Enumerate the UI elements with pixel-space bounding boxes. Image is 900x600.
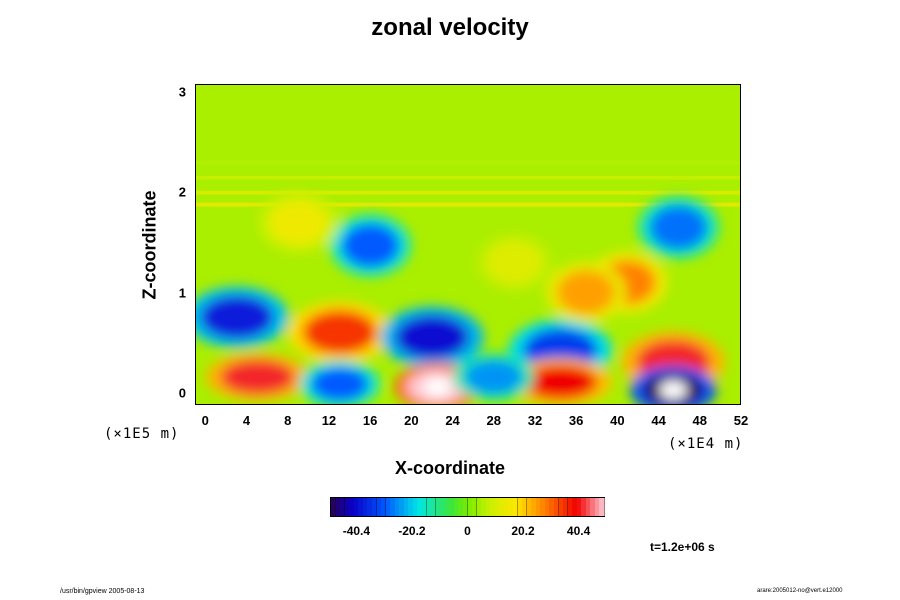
x-tick-label: 48	[692, 413, 708, 428]
field-streak	[196, 160, 740, 165]
y-tick-label: 2	[178, 184, 186, 200]
field-feature-saturated	[423, 377, 452, 397]
plot-area	[195, 84, 741, 405]
field-feature	[269, 200, 328, 245]
field-feature-saturated	[659, 380, 688, 400]
y-tick-label: 1	[178, 285, 186, 301]
field-feature	[220, 360, 295, 395]
field-feature	[649, 205, 708, 250]
y-tick-label: 0	[178, 385, 186, 401]
field-streak	[196, 190, 740, 195]
heatmap-field	[196, 85, 740, 404]
field-feature	[557, 270, 615, 315]
x-tick-label: 12	[321, 413, 337, 428]
y-axis-label: Z-coordinate	[139, 190, 160, 300]
x-tick-label: 28	[486, 413, 501, 428]
field-streak	[196, 175, 740, 180]
field-streak	[196, 145, 740, 150]
x-tick-label: 40	[610, 413, 625, 428]
x-tick-label: 44	[651, 413, 666, 428]
field-streak	[196, 202, 740, 207]
field-feature	[341, 223, 400, 268]
x-axis-label: X-coordinate	[394, 458, 505, 478]
x-tick-label: 52	[733, 413, 749, 428]
colorbar-tick-label: 20.2	[511, 524, 535, 538]
field-feature	[464, 360, 523, 395]
y-axis-unit: (×1E5 m)	[104, 426, 180, 442]
colorbar-tick-label: 0	[464, 524, 471, 538]
x-tick-label: 36	[568, 413, 584, 428]
x-tick-label: 4	[242, 413, 251, 428]
x-tick-label: 32	[527, 413, 543, 428]
x-tick-label: 24	[445, 413, 460, 428]
y-tick-label: 3	[178, 84, 186, 100]
footer-program-info: /usr/bin/gpview 2005-08-13	[60, 588, 145, 595]
x-axis-unit: (×1E4 m)	[668, 436, 744, 452]
footer-file-info: arare:2005012-no@vert.e12000	[757, 588, 843, 594]
colorbar-tick-label: -20.2	[398, 524, 426, 538]
field-feature	[523, 365, 598, 400]
field-feature	[310, 367, 369, 402]
chart-title: zonal velocity	[371, 14, 529, 41]
x-tick-label: 16	[362, 413, 378, 428]
time-label: t=1.2e+06 s	[650, 540, 715, 554]
colorbar-tick-label: 40.4	[566, 524, 591, 538]
field-feature	[395, 315, 470, 360]
colorbar-tick-label: -40.4	[342, 524, 371, 538]
field-feature	[200, 295, 275, 340]
x-tick-label: 8	[284, 413, 292, 428]
colorbar	[330, 497, 605, 517]
field-feature	[302, 310, 377, 355]
x-tick-label: 0	[201, 413, 209, 428]
field-feature	[485, 240, 543, 285]
x-tick-label: 20	[404, 413, 419, 428]
colorbar-swatch	[599, 498, 605, 516]
